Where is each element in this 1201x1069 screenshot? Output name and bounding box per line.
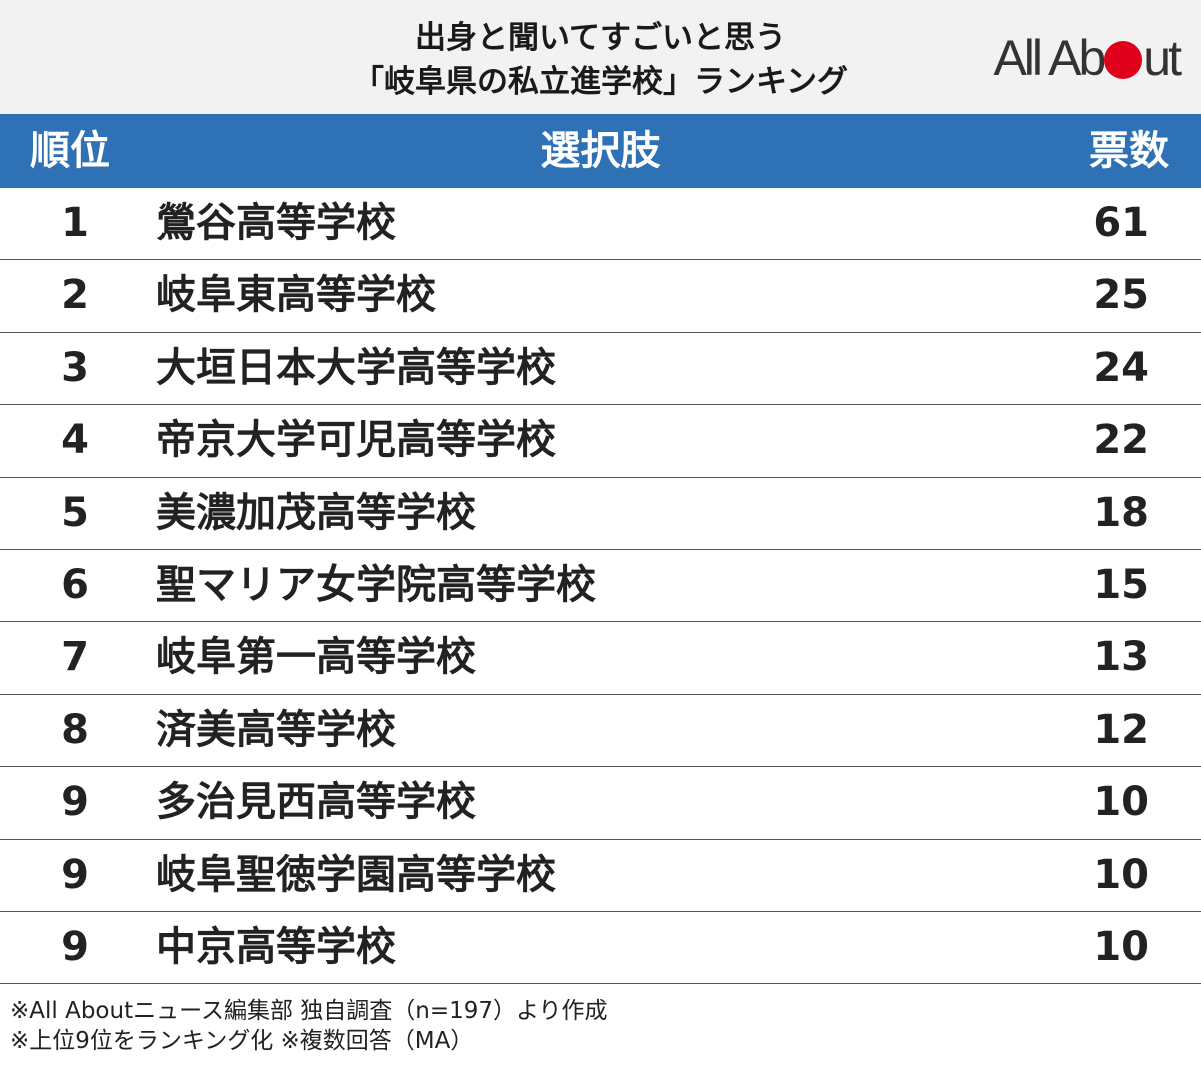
votes-cell: 24: [1093, 344, 1149, 391]
table-row: 2 岐阜東高等学校 25: [0, 260, 1201, 333]
rank-cell: 5: [61, 489, 89, 536]
footnote-source: ※All Aboutニュース編集部 独自調査（n=197）より作成: [10, 998, 608, 1024]
school-name-cell: 多治見西高等学校: [156, 779, 476, 826]
votes-cell: 10: [1093, 923, 1149, 970]
logo-dot-icon: [1104, 41, 1143, 79]
table-row: 8 済美高等学校 12: [0, 695, 1201, 768]
rank-cell: 2: [61, 272, 89, 319]
school-name-cell: 聖マリア女学院高等学校: [156, 561, 596, 608]
school-name-cell: 大垣日本大学高等学校: [156, 344, 556, 391]
votes-cell: 10: [1093, 851, 1149, 898]
school-name-cell: 岐阜東高等学校: [156, 272, 436, 319]
rank-cell: 8: [61, 706, 89, 753]
table-row: 9 中京高等学校 10: [0, 912, 1201, 985]
table-header: 順位 選択肢 票数: [0, 114, 1201, 188]
votes-cell: 12: [1093, 706, 1149, 753]
rank-cell: 9: [61, 923, 89, 970]
logo-text-left: All Ab: [993, 30, 1106, 86]
rank-cell: 4: [61, 417, 89, 464]
school-name-cell: 鶯谷高等学校: [156, 200, 396, 246]
table-body: 1 鶯谷高等学校 61 2 岐阜東高等学校 25 3 大垣日本大学高等学校 24…: [0, 188, 1201, 985]
votes-cell: 10: [1093, 779, 1149, 826]
column-header-rank: 順位: [30, 128, 110, 174]
rank-cell: 1: [61, 200, 89, 246]
table-row: 6 聖マリア女学院高等学校 15: [0, 550, 1201, 623]
table-row: 4 帝京大学可児高等学校 22: [0, 405, 1201, 478]
school-name-cell: 済美高等学校: [156, 706, 396, 753]
title-line-1: 出身と聞いてすごいと思う: [414, 20, 787, 56]
rank-cell: 9: [61, 851, 89, 898]
votes-cell: 18: [1093, 489, 1149, 536]
school-name-cell: 美濃加茂高等学校: [156, 489, 476, 536]
votes-cell: 13: [1093, 634, 1149, 681]
table-row: 9 多治見西高等学校 10: [0, 767, 1201, 840]
school-name-cell: 中京高等学校: [156, 923, 396, 970]
column-header-votes: 票数: [1089, 128, 1169, 174]
school-name-cell: 帝京大学可児高等学校: [156, 417, 556, 464]
votes-cell: 15: [1093, 561, 1149, 608]
page-title: 出身と聞いてすごいと思う 「岐阜県の私立進学校」ランキング: [0, 16, 1201, 104]
title-line-2: 「岐阜県の私立進学校」ランキング: [352, 64, 849, 100]
footnote-method: ※上位9位をランキング化 ※複数回答（MA）: [10, 1028, 474, 1054]
school-name-cell: 岐阜第一高等学校: [156, 634, 476, 681]
rank-cell: 7: [61, 634, 89, 681]
table-row: 7 岐阜第一高等学校 13: [0, 622, 1201, 695]
rank-cell: 3: [61, 344, 89, 391]
rank-cell: 9: [61, 779, 89, 826]
column-header-choice: 選択肢: [540, 128, 661, 174]
votes-cell: 22: [1093, 417, 1149, 464]
votes-cell: 25: [1093, 272, 1149, 319]
logo-text-right: ut: [1143, 30, 1182, 86]
allabout-logo: All Ab ut: [993, 30, 1182, 86]
header: 出身と聞いてすごいと思う 「岐阜県の私立進学校」ランキング All Ab ut: [0, 0, 1201, 114]
table-row: 3 大垣日本大学高等学校 24: [0, 333, 1201, 406]
votes-cell: 61: [1093, 200, 1149, 246]
footnotes: ※All Aboutニュース編集部 独自調査（n=197）より作成 ※上位9位を…: [10, 996, 608, 1056]
rank-cell: 6: [61, 561, 89, 608]
table-row: 5 美濃加茂高等学校 18: [0, 478, 1201, 550]
table-row: 9 岐阜聖徳学園高等学校 10: [0, 840, 1201, 912]
table-row: 1 鶯谷高等学校 61: [0, 188, 1201, 261]
school-name-cell: 岐阜聖徳学園高等学校: [156, 851, 556, 898]
